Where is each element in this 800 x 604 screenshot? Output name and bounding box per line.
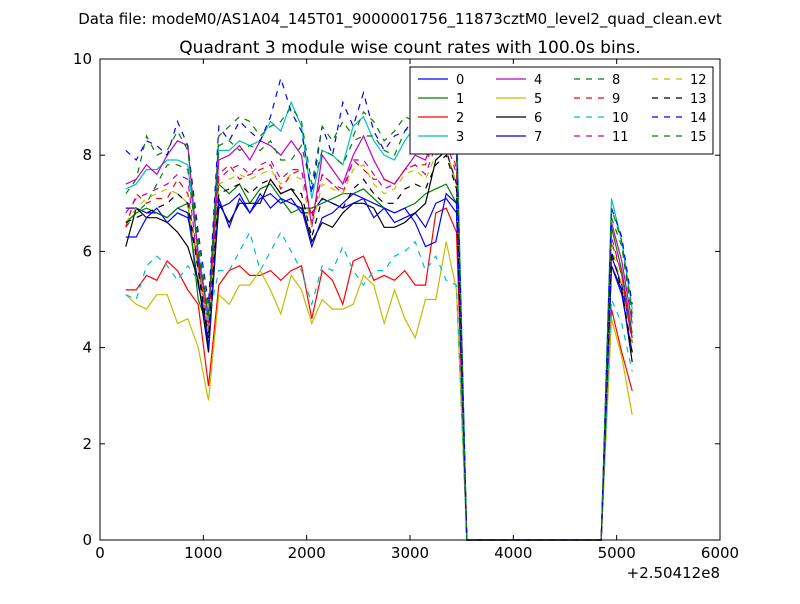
y-tick-label: 10 xyxy=(73,50,92,68)
x-axis-offset-label: +2.50412e8 xyxy=(627,564,720,582)
legend-item: 0 xyxy=(418,73,464,88)
legend-item: 9 xyxy=(574,92,620,107)
legend-label: 10 xyxy=(612,111,629,126)
legend-label: 11 xyxy=(612,130,629,145)
series-line-6 xyxy=(125,149,633,541)
legend-label: 13 xyxy=(690,92,707,107)
legend-label: 12 xyxy=(690,73,707,88)
legend-label: 15 xyxy=(690,130,707,145)
legend-item: 8 xyxy=(574,73,620,88)
x-tick-label: 5000 xyxy=(598,544,636,562)
series-line-15 xyxy=(125,106,633,541)
legend-label: 5 xyxy=(534,92,542,107)
legend-label: 0 xyxy=(456,73,464,88)
legend-label: 9 xyxy=(612,92,620,107)
legend-item: 2 xyxy=(418,111,464,126)
y-tick-label: 8 xyxy=(82,146,92,164)
x-tick-label: 1000 xyxy=(184,544,222,562)
series-line-1 xyxy=(125,182,633,541)
legend-label: 2 xyxy=(456,111,464,126)
legend-label: 7 xyxy=(534,130,542,145)
legend-item: 12 xyxy=(652,73,707,88)
chart-title: Quadrant 3 module wise count rates with … xyxy=(179,38,640,58)
x-tick-label: 3000 xyxy=(391,544,429,562)
legend-item: 6 xyxy=(496,111,542,126)
series-line-2 xyxy=(125,207,633,541)
legend-item: 5 xyxy=(496,92,542,107)
legend-item: 7 xyxy=(496,130,542,145)
legend-label: 6 xyxy=(534,111,542,126)
legend-label: 4 xyxy=(534,73,542,88)
series-line-4 xyxy=(125,105,633,541)
x-tick-label: 2000 xyxy=(288,544,326,562)
legend-label: 3 xyxy=(456,130,464,145)
legend-label: 14 xyxy=(690,111,707,126)
x-axis: 0 1000 2000 3000 4000 5000 6000 xyxy=(95,59,739,562)
legend-item: 15 xyxy=(652,130,707,145)
legend-item: 14 xyxy=(652,111,707,126)
legend-item: 13 xyxy=(652,92,707,107)
legend-label: 1 xyxy=(456,92,464,107)
y-tick-label: 0 xyxy=(82,531,92,549)
legend-item: 4 xyxy=(496,73,542,88)
x-tick-label: 6000 xyxy=(701,544,739,562)
y-tick-label: 4 xyxy=(82,339,92,357)
series-line-12 xyxy=(125,149,633,541)
series-line-14 xyxy=(125,76,633,541)
figure-suptitle: Data file: modeM0/AS1A04_145T01_90000017… xyxy=(78,10,722,29)
series-line-11 xyxy=(125,139,633,541)
y-tick-label: 6 xyxy=(82,242,92,260)
x-tick-label: 4000 xyxy=(494,544,532,562)
legend-label: 8 xyxy=(612,73,620,88)
y-tick-label: 2 xyxy=(82,435,92,453)
legend-item: 3 xyxy=(418,130,464,145)
legend-item: 1 xyxy=(418,92,464,107)
legend-item: 11 xyxy=(574,130,629,145)
legend-box xyxy=(409,66,714,155)
legend-item: 10 xyxy=(574,111,629,126)
x-tick-label: 0 xyxy=(95,544,105,562)
